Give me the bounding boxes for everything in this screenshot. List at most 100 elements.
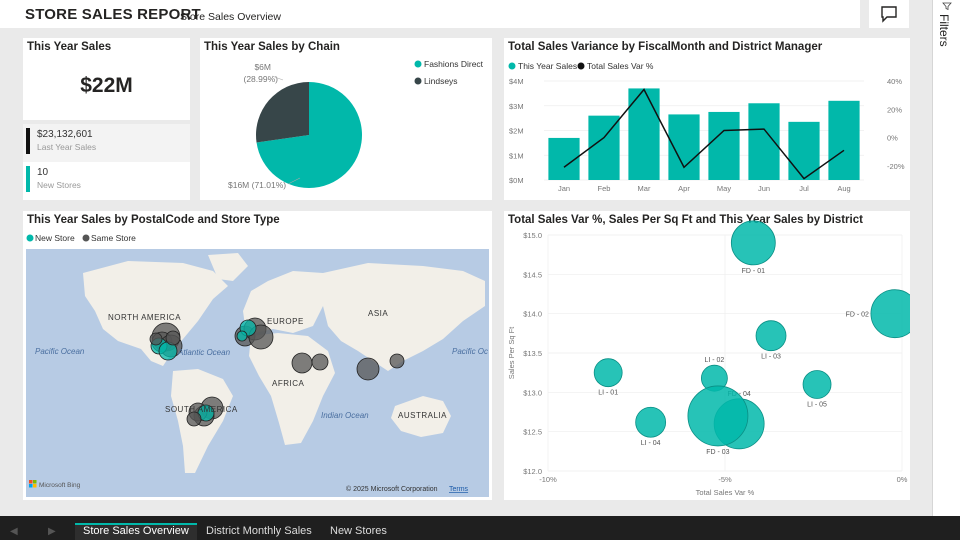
pie-slice-lindseys[interactable]	[256, 82, 309, 143]
variance-chart: This Year Sales Total Sales Var % $0M $1M…	[508, 61, 905, 193]
sc-ytick-label: $14.5	[523, 270, 542, 279]
land-europe	[243, 271, 323, 333]
scatter-point-li-03[interactable]	[755, 320, 787, 352]
land-greenland	[208, 253, 248, 281]
legend-total-sales-var[interactable]: Total Sales Var %	[587, 61, 654, 71]
new-stores-label: New Stores	[37, 180, 81, 190]
scatter-point-label: LI - 02	[704, 357, 724, 364]
map-card[interactable]: This Year Sales by PostalCode and Store …	[23, 211, 492, 500]
pie-chart: $6M (28.99%) $16M (71.01%) Fashions Dire…	[228, 59, 484, 190]
tab-new-stores[interactable]: New Stores	[330, 525, 387, 537]
sc-ytick-label: $13.5	[523, 349, 542, 358]
sc-xtick-label: 0%	[897, 475, 908, 484]
scatter-point-li-01[interactable]	[593, 358, 623, 388]
new-stores-value: 10	[37, 167, 49, 178]
tab-district-monthly-sales[interactable]: District Monthly Sales	[206, 525, 312, 537]
map-bubble[interactable]	[165, 330, 181, 346]
var-y2tick-label: 0%	[887, 134, 898, 143]
scatter-point-li-05[interactable]	[802, 370, 832, 399]
scatter-point-label: LI - 01	[598, 390, 618, 397]
last-year-value: $23,132,601	[37, 129, 93, 140]
land-australia	[391, 396, 451, 437]
scatter-chart-card[interactable]: Total Sales Var %, Sales Per Sq Ft and T…	[504, 211, 910, 500]
new-stores-kpi: 10 New Stores	[23, 162, 190, 200]
map-label-north-america: NORTH AMERICA	[108, 313, 181, 322]
map-label-south-america: SOUTH AMERICA	[165, 405, 238, 414]
legend-fashions-direct[interactable]: Fashions Direct	[424, 59, 484, 69]
scatter-point-label: LI - 03	[761, 354, 781, 361]
map-bubble[interactable]	[389, 353, 405, 369]
var-ytick-label: $3M	[509, 102, 524, 111]
sc-ytick-label: $12.0	[523, 467, 542, 476]
var-xtick-label: Apr	[678, 184, 690, 193]
bing-logo	[29, 480, 37, 488]
scatter-point-label: FD - 03	[706, 449, 729, 456]
pie-slice-fashions-direct[interactable]	[256, 82, 362, 188]
next-page-arrow-icon[interactable]: ▶	[48, 526, 56, 537]
pie-chart-card[interactable]: This Year Sales by Chain $6M (28.99%) $1…	[200, 38, 492, 200]
scatter-point-fd-01[interactable]	[730, 220, 776, 266]
legend-same-store[interactable]: Same Store	[91, 233, 136, 243]
var-bar-feb[interactable]	[588, 115, 620, 180]
variance-chart-title: Total Sales Variance by FiscalMonth and …	[508, 41, 823, 53]
var-y2tick-label: 40%	[887, 77, 902, 86]
map-canvas[interactable]: NORTH AMERICA EUROPE ASIA AFRICA SOUTH A…	[26, 249, 489, 497]
legend-lindseys[interactable]: Lindseys	[424, 76, 458, 86]
map-label-atlantic-ocean: Atlantic Ocean	[177, 348, 231, 357]
map-bubble[interactable]	[186, 411, 202, 427]
var-bar-mar[interactable]	[628, 88, 660, 180]
new-stores-bar	[26, 166, 30, 192]
legend-dot-total-sales-var	[577, 62, 585, 70]
map-bubble[interactable]	[149, 332, 163, 346]
land-asia	[323, 263, 485, 371]
kpi-card[interactable]: This Year Sales $22M	[23, 38, 190, 120]
scatter-point-fd-03[interactable]	[687, 385, 749, 447]
map-brand: Microsoft Bing	[39, 482, 81, 489]
map-title: This Year Sales by PostalCode and Store …	[27, 214, 280, 226]
var-xtick-label: Jun	[758, 184, 770, 193]
map-bubble[interactable]	[291, 352, 313, 374]
map-terms-link[interactable]: Terms	[449, 486, 469, 493]
page-tab-bar: ◀ ▶ Store Sales Overview District Monthl…	[0, 516, 960, 540]
var-line-total-sales-var[interactable]	[563, 88, 845, 180]
var-ytick-label: $4M	[509, 77, 524, 86]
var-xtick-label: Mar	[638, 184, 651, 193]
legend-dot-this-year-sales	[508, 62, 516, 70]
variance-chart-card[interactable]: Total Sales Variance by FiscalMonth and …	[504, 38, 910, 200]
scatter-point-label: LI - 05	[807, 401, 827, 408]
last-year-bar	[26, 128, 30, 154]
var-bar-aug[interactable]	[828, 100, 860, 180]
var-xtick-label: Jan	[558, 184, 570, 193]
comment-button[interactable]	[869, 0, 909, 28]
pie-label-fashions-direct: $16M (71.01%)	[228, 180, 286, 190]
legend-new-store[interactable]: New Store	[35, 233, 75, 243]
var-y2tick-label: -20%	[887, 162, 905, 171]
sc-xtick-label: -10%	[539, 475, 557, 484]
legend-dot-same-store	[82, 234, 90, 242]
var-bar-may[interactable]	[708, 111, 740, 180]
last-year-sales-kpi: $23,132,601 Last Year Sales	[23, 124, 190, 162]
sc-yaxis-label: Sales Per Sq Ft	[507, 326, 516, 379]
var-ytick-label: $2M	[509, 127, 524, 136]
scatter-point-fd-02[interactable]	[870, 289, 910, 339]
filters-pane[interactable]: Filters	[932, 0, 960, 516]
scatter-point-label: FD - 01	[742, 268, 765, 275]
last-year-label: Last Year Sales	[37, 142, 97, 152]
map-bubble[interactable]	[236, 330, 248, 342]
report-title-bar: STORE SALES REPORT Store Sales Overview	[0, 0, 860, 28]
prev-page-arrow-icon[interactable]: ◀	[10, 526, 18, 537]
speech-bubble-icon	[881, 6, 897, 23]
map-bubble[interactable]	[311, 353, 329, 371]
var-bar-jul[interactable]	[788, 121, 820, 180]
legend-this-year-sales[interactable]: This Year Sales	[518, 61, 577, 71]
map-label-africa: AFRICA	[272, 379, 305, 388]
map-label-pacific-ocean: Pacific Ocean	[35, 347, 85, 356]
scatter-point-li-04[interactable]	[635, 406, 667, 438]
pie-chart-title: This Year Sales by Chain	[204, 41, 340, 53]
kpi-value: $22M	[80, 74, 133, 97]
scatter-chart-title: Total Sales Var %, Sales Per Sq Ft and T…	[508, 214, 863, 226]
tab-store-sales-overview[interactable]: Store Sales Overview	[75, 523, 197, 540]
filter-icon	[942, 2, 952, 11]
map-visual: New Store Same Store NORTH AMERICA EUROP…	[26, 233, 489, 497]
map-bubble[interactable]	[356, 357, 380, 381]
